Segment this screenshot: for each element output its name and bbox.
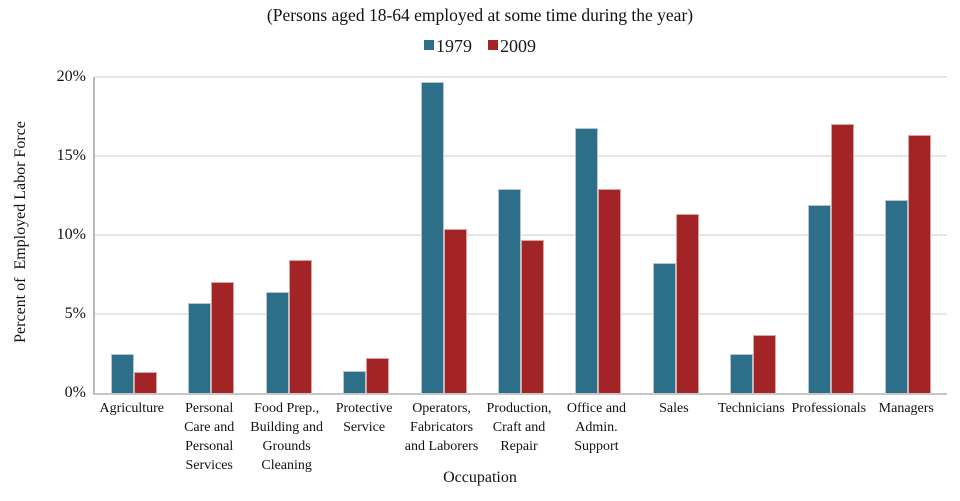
legend-label-1979: 1979 (436, 36, 472, 56)
legend: 1979 2009 (0, 36, 960, 57)
gridline-15 (95, 155, 947, 157)
bar-2009 (830, 124, 854, 393)
gridline-20 (95, 76, 947, 78)
bar-2009 (520, 239, 544, 393)
bar-1979 (807, 204, 831, 393)
x-tick-label: Production, Craft and Repair (486, 401, 552, 454)
bar-group (405, 77, 482, 393)
bar-group (870, 77, 947, 393)
bar-1979 (730, 353, 754, 393)
bar-1979 (497, 189, 521, 393)
y-axis-title: Percent of Employed Labor Force (12, 121, 29, 343)
bar-2009 (443, 228, 467, 393)
bar-1979 (110, 353, 134, 393)
x-tick-label: Operators, Fabricators and Laborers (404, 401, 479, 454)
x-tick-label: Office and Admin. Support (566, 401, 627, 454)
x-tick-label: Sales (659, 401, 689, 416)
legend-label-2009: 2009 (500, 36, 536, 56)
bar-2009 (133, 372, 157, 393)
x-axis-ticks: Agriculture Personal Care and Personal Se… (93, 399, 945, 475)
bar-2009 (211, 282, 235, 393)
x-tick-label: Technicians (718, 401, 785, 416)
y-tick-0%: 0% (64, 384, 86, 401)
chart-subtitle: (Persons aged 18-64 employed at some tim… (266, 5, 694, 25)
bar-group (327, 77, 404, 393)
bar-group (637, 77, 714, 393)
bar-group (172, 77, 249, 393)
bar-2009 (288, 260, 312, 393)
bar-2009 (366, 358, 390, 393)
x-tick-label: Professionals (791, 401, 867, 416)
plot-area (93, 76, 947, 395)
x-tick-label: Food Prep., Building and Grounds Cleanin… (250, 401, 323, 473)
bar-1979 (343, 370, 367, 393)
legend-swatch-2009-icon (488, 39, 498, 50)
y-tick-10%: 10% (56, 226, 86, 243)
bar-2009 (675, 214, 699, 393)
legend-item-2009: 2009 (488, 36, 536, 57)
x-axis-title: Occupation (443, 469, 517, 486)
bar-1979 (885, 200, 909, 393)
x-tick-label: Protective Service (335, 401, 393, 435)
bar-group (715, 77, 792, 393)
y-axis-ticks: 0% 5% 10% 15% 20% (30, 69, 86, 401)
bar-group (792, 77, 869, 393)
bars-layer (95, 77, 947, 393)
x-tick-label: Agriculture (99, 401, 164, 416)
bar-group (482, 77, 559, 393)
y-tick-20%: 20% (56, 68, 86, 85)
y-tick-15%: 15% (56, 147, 86, 164)
bar-group (250, 77, 327, 393)
legend-swatch-1979-icon (424, 39, 434, 50)
bar-group (560, 77, 637, 393)
legend-item-1979: 1979 (424, 36, 472, 57)
bar-2009 (598, 189, 622, 393)
bar-1979 (575, 127, 599, 393)
x-tick-label: Personal Care and Personal Services (184, 401, 235, 473)
bar-2009 (753, 334, 777, 393)
gridline-10 (95, 234, 947, 236)
bar-group (95, 77, 172, 393)
bar-1979 (188, 302, 212, 393)
x-tick-label: Managers (878, 401, 934, 416)
bar-2009 (908, 135, 932, 393)
y-tick-5%: 5% (64, 305, 86, 322)
bar-1979 (420, 81, 444, 393)
bar-1979 (652, 263, 676, 393)
bar-1979 (265, 291, 289, 393)
